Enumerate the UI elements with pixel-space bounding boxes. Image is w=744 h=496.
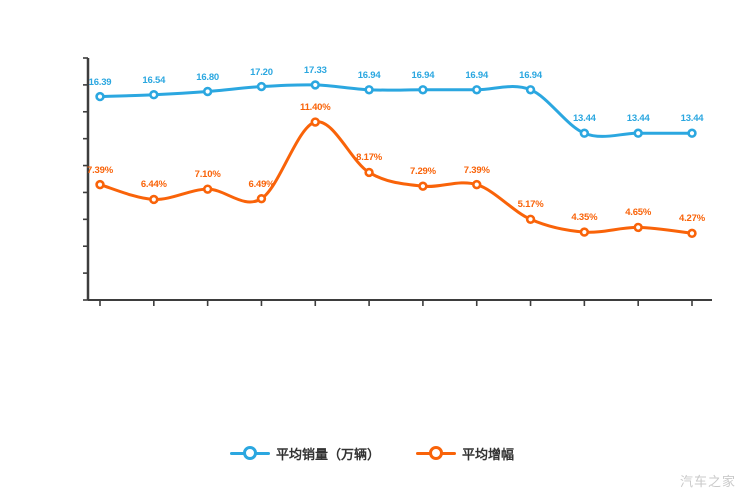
series-line [98,83,694,138]
series-line [98,120,694,235]
data-point-marker[interactable] [633,222,643,233]
data-point-marker[interactable] [202,184,213,194]
legend-item-orange[interactable]: 平均增幅 [416,444,514,463]
data-point-marker[interactable] [687,128,697,138]
data-point-marker[interactable] [633,128,643,138]
legend-item-blue[interactable]: 平均销量（万辆） [229,444,380,463]
data-point-marker[interactable] [579,128,590,138]
data-point-marker[interactable] [95,91,105,102]
data-point-marker[interactable] [364,85,374,95]
chart-legend: 平均销量（万辆） 平均增幅 [0,440,744,466]
data-point-marker[interactable] [256,81,267,92]
data-point-marker[interactable] [418,181,428,191]
data-point-marker[interactable] [525,85,536,95]
data-point-marker[interactable] [472,85,482,95]
data-point-marker[interactable] [579,227,590,237]
data-point-marker[interactable] [525,214,536,224]
chart-series [95,80,697,239]
watermark: 汽车之家 [679,474,736,489]
data-point-marker[interactable] [310,80,320,90]
data-point-marker[interactable] [95,179,105,190]
data-point-marker[interactable] [149,194,159,205]
data-point-marker[interactable] [256,193,267,204]
data-point-marker[interactable] [418,85,428,95]
legend-marker-line-dot-icon [416,446,456,460]
data-point-marker[interactable] [687,228,697,239]
data-point-marker[interactable] [364,167,374,178]
chart-axes [83,57,712,306]
data-point-marker[interactable] [472,179,482,190]
data-point-marker[interactable] [310,117,320,127]
data-point-marker[interactable] [202,86,213,97]
legend-marker-line-dot-icon [229,446,270,460]
legend-label-blue: 平均销量（万辆） [275,446,380,462]
legend-label-orange: 平均增幅 [462,446,515,462]
data-point-marker[interactable] [149,90,159,100]
